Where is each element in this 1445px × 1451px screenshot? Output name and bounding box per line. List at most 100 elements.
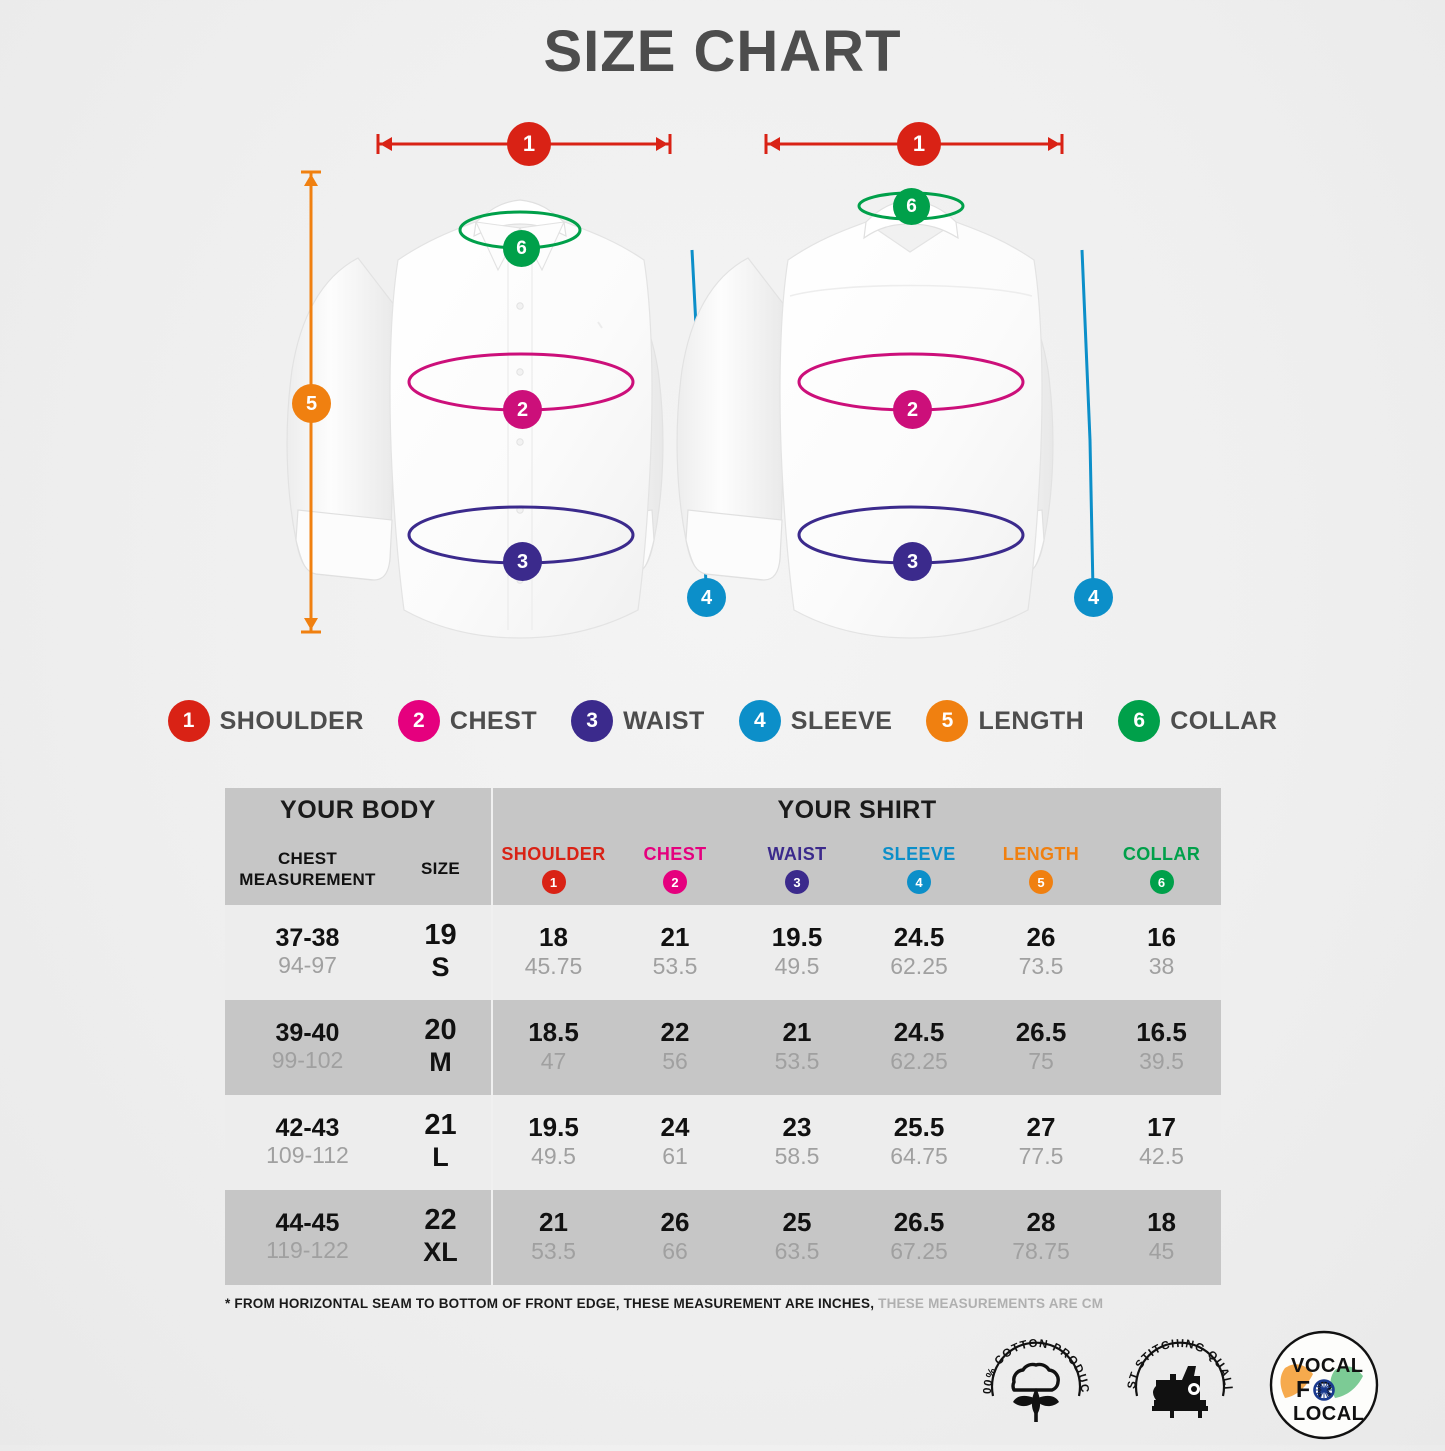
value-cm: 45.75 [524,952,583,979]
cell-waist: 23 58.5 [736,1095,858,1190]
cell-length: 27 77.5 [980,1095,1102,1190]
sewing-machine-icon [1152,1365,1208,1418]
value-cm: 64.75 [890,1142,948,1169]
value-cm: 109-112 [266,1142,349,1169]
table-column-header-row: CHEST MEASUREMENT SIZE SHOULDER 1 CHEST … [225,833,1222,905]
value-cm: 47 [540,1047,567,1074]
col-header-length: LENGTH 5 [980,833,1102,905]
value-cm: 63.5 [774,1237,820,1264]
value-inches: 27 [1026,1112,1056,1143]
value-cm: 53.5 [652,952,698,979]
value-inches: 16 [1147,922,1176,953]
value-cm: 94-97 [278,952,337,979]
legend-item-sleeve: 4 SLEEVE [738,700,893,742]
value-cm: 77.5 [1018,1142,1064,1169]
value-cm: 42.5 [1139,1142,1184,1169]
col-header-chest: CHEST 2 [614,833,736,905]
cell-sleeve: 25.5 64.75 [858,1095,980,1190]
table-row: 42-43 109-112 21 L 19.5 49.5 24 61 23 [225,1095,1222,1190]
cell-collar: 17 42.5 [1102,1095,1222,1190]
col-header-chest-badge-icon: 2 [663,870,687,894]
col-header-shoulder-label: SHOULDER [501,844,606,864]
value-inches: 19.5 [528,1112,579,1143]
value-inches: 26 [1026,922,1056,953]
size-number: 20 [424,1014,457,1047]
page-title: SIZE CHART [543,19,902,84]
value-inches: 24 [660,1112,690,1143]
col-header-size: SIZE [390,833,492,905]
col-header-collar-badge-icon: 6 [1149,870,1174,894]
col-header-sleeve-label: SLEEVE [882,844,956,864]
legend-label-shoulder: SHOULDER [219,706,364,735]
table-row: 37-38 94-97 19 S 18 45.75 21 53.5 19.5 [225,905,1222,1000]
marker-badge-length-front: 5 [292,384,331,423]
value-cm: 75 [1028,1047,1054,1074]
marker-badge-chest-front: 2 [503,390,542,429]
marker-badge-shoulder-back: 1 [897,122,941,166]
value-inches: 21 [539,1207,568,1238]
shirt-illustration-area: 1 6 2 3 4 5 1 6 2 3 4 [0,110,1445,680]
table-row: 44-45 119-122 22 XL 21 53.5 26 66 25 6 [225,1190,1222,1285]
col-header-length-badge-icon: 5 [1029,870,1053,894]
value-inches: 18 [539,922,568,953]
value-inches: 18 [1147,1207,1176,1238]
col-header-chest-line1: CHEST [277,848,338,868]
cell-size: 20 M [390,1000,492,1095]
value-inches: 26.5 [1015,1017,1067,1048]
col-header-sleeve: SLEEVE 4 [858,833,980,905]
col-header-collar-label: COLLAR [1122,844,1201,864]
value-cm: 53.5 [531,1237,576,1264]
value-cm: 56 [662,1047,688,1074]
value-inches: 21 [660,922,690,953]
col-header-waist: WAIST 3 [736,833,858,905]
footnote: * FROM HORIZONTAL SEAM TO BOTTOM OF FRON… [225,1296,1103,1311]
value-cm: 99-102 [271,1047,344,1074]
value-cm: 49.5 [531,1142,576,1169]
value-cm: 58.5 [774,1142,820,1169]
value-inches: 37-38 [275,924,340,952]
local-text: LOCAL [1293,1403,1364,1425]
value-inches: 16.5 [1136,1017,1187,1048]
legend-label-chest: CHEST [449,706,538,735]
cell-shoulder: 21 53.5 [491,1190,614,1285]
legend-item-chest: 2 CHEST [397,700,538,742]
trust-badges: 100% COTTON PRODUCT BEST STITCHING QUALI… [971,1315,1425,1447]
cell-chest: 24 61 [614,1095,736,1190]
cell-size: 22 XL [390,1190,492,1285]
size-letter: S [431,951,450,982]
legend-label-waist: WAIST [623,706,705,735]
value-inches: 25.5 [893,1112,945,1143]
cell-chest-measurement: 42-43 109-112 [225,1095,390,1190]
marker-badge-chest-back: 2 [893,390,932,429]
cell-waist: 21 53.5 [736,1000,858,1095]
cell-collar: 16.5 39.5 [1102,1000,1222,1095]
value-inches: 21 [782,1017,812,1048]
cell-chest-measurement: 39-40 99-102 [225,1000,390,1095]
col-header-chest-line2: MEASUREMENT [239,870,376,889]
table-row: 39-40 99-102 20 M 18.5 47 22 56 21 53. [225,1000,1222,1095]
cell-chest-measurement: 37-38 94-97 [225,905,390,1000]
col-header-shoulder: SHOULDER 1 [491,833,614,905]
value-cm: 78.75 [1012,1237,1070,1264]
cell-shoulder: 18 45.75 [491,905,614,1000]
cell-chest: 22 56 [614,1000,736,1095]
marker-badge-collar-back: 6 [893,188,930,225]
value-cm: 73.5 [1018,952,1064,979]
col-header-chest-label: CHEST [643,844,707,864]
cell-collar: 16 38 [1102,905,1222,1000]
col-header-waist-badge-icon: 3 [785,870,809,894]
legend-badge-2-icon: 2 [397,700,440,742]
marker-badge-collar-front: 6 [503,230,540,267]
value-inches: 24.5 [893,1017,945,1048]
legend-item-shoulder: 1 SHOULDER [167,700,364,742]
cell-size: 21 L [390,1095,492,1190]
group-header-your-shirt: YOUR SHIRT [490,788,1222,833]
marker-badge-waist-back: 3 [893,542,932,581]
col-header-chest-measurement: CHEST MEASUREMENT [225,833,390,905]
stitching-quality-badge: BEST STITCHING QUALITY [1114,1315,1241,1446]
cell-sleeve: 26.5 67.25 [858,1190,980,1285]
value-cm: 119-122 [266,1237,349,1264]
shirt-diagram-svg [286,134,1095,639]
cell-shoulder: 18.5 47 [491,1000,614,1095]
col-header-length-label: LENGTH [1002,844,1080,864]
